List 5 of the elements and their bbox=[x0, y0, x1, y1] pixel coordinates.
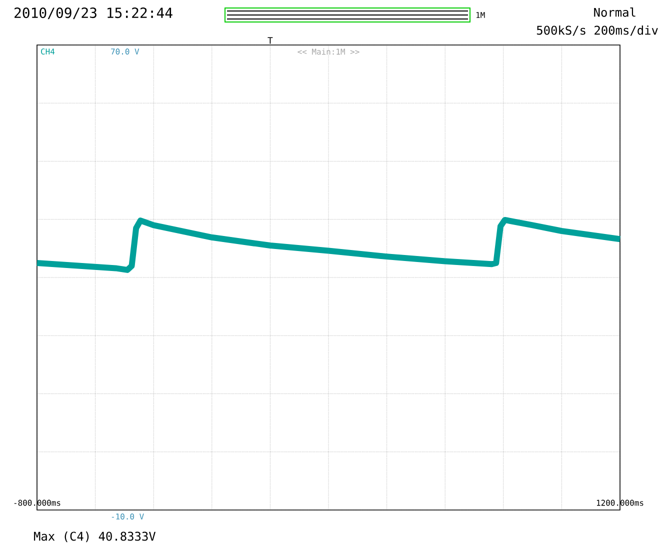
chart-title: 2010/09/23 15:22:44 bbox=[14, 8, 172, 20]
text: Normal bbox=[594, 8, 636, 17]
text: T bbox=[268, 37, 273, 44]
text: 500kS/s 200ms/div bbox=[536, 26, 658, 36]
text: Max (C4) 40.8333V bbox=[34, 532, 156, 542]
